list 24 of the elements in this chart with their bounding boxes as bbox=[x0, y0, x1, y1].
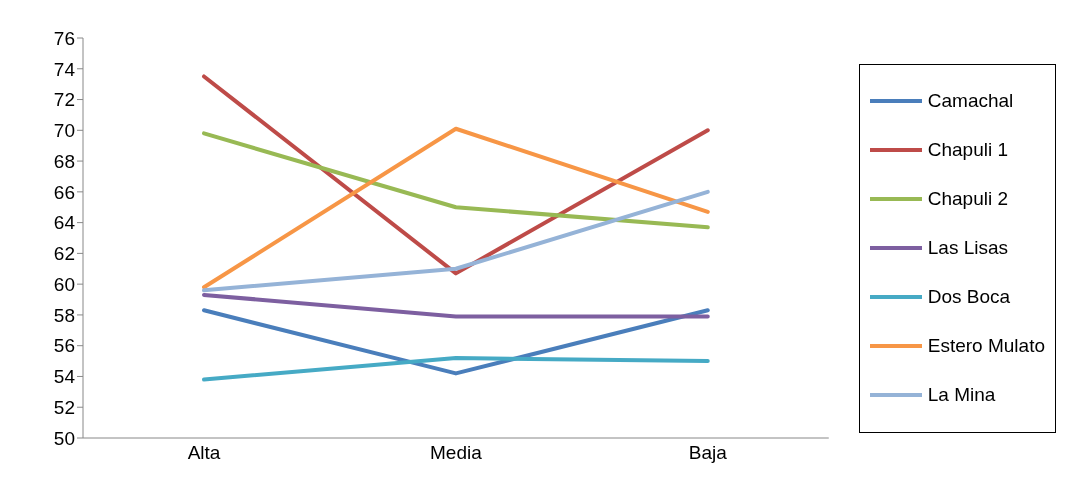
legend-label: Camachal bbox=[927, 90, 1014, 112]
x-tick-label: Baja bbox=[688, 442, 728, 464]
x-tick-label: Alta bbox=[187, 442, 221, 464]
y-tick-label: 62 bbox=[53, 243, 75, 265]
y-tick-label: 60 bbox=[53, 273, 75, 295]
x-tick-label: Media bbox=[430, 442, 483, 464]
y-tick-label: 68 bbox=[53, 150, 75, 172]
y-tick-label: 54 bbox=[53, 366, 76, 388]
y-tick-label: 72 bbox=[53, 89, 75, 111]
y-tick-label: 66 bbox=[53, 181, 75, 203]
y-tick-label: 74 bbox=[53, 58, 76, 80]
legend-label: Las Lisas bbox=[927, 237, 1009, 259]
y-tick-label: 64 bbox=[53, 212, 76, 234]
y-tick-label: 76 bbox=[53, 27, 75, 49]
legend-label: Dos Boca bbox=[927, 286, 1011, 308]
legend-label: Estero Mulato bbox=[927, 335, 1045, 357]
y-tick-label: 70 bbox=[53, 120, 75, 142]
y-tick-label: 58 bbox=[53, 304, 75, 326]
legend-label: Chapuli 2 bbox=[927, 188, 1009, 210]
y-tick-label: 50 bbox=[53, 427, 75, 449]
legend-label: La Mina bbox=[927, 384, 996, 406]
y-tick-label: 56 bbox=[53, 335, 75, 357]
y-tick-label: 52 bbox=[53, 396, 75, 418]
legend-label: Chapuli 1 bbox=[927, 139, 1009, 161]
